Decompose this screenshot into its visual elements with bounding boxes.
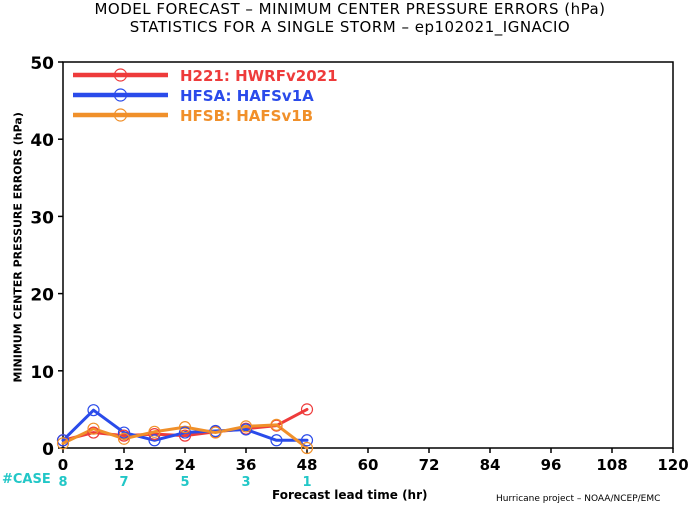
credit-text: Hurricane project – NOAA/NCEP/EMC — [496, 494, 661, 504]
case-count: 1 — [302, 475, 311, 490]
series-point-1 — [117, 429, 131, 442]
x-tick-label: 120 — [657, 456, 688, 474]
plot-frame — [62, 61, 674, 449]
x-tick-label: 60 — [358, 456, 379, 474]
y-tick-label: 20 — [30, 286, 54, 306]
case-count-label: #CASE — [2, 472, 51, 487]
series-point-3 — [117, 432, 131, 445]
y-tick-label: 30 — [30, 208, 54, 228]
series-point-1 — [300, 403, 314, 416]
series-point-3 — [239, 420, 253, 433]
x-tick-label: 72 — [419, 456, 440, 474]
legend-label-3: HFSB: HAFSv1B — [180, 107, 313, 125]
y-tick-label: 50 — [30, 54, 54, 74]
x-tick-label: 0 — [58, 456, 68, 474]
series-point-3 — [87, 422, 100, 435]
legend-marker-3 — [113, 108, 128, 122]
legend-label-1: H221: HWRFv2021 — [180, 67, 338, 85]
case-count: 7 — [119, 475, 128, 490]
y-tick-label: 10 — [30, 363, 54, 383]
y-axis-label: MINIMUM CENTER PRESSURE ERRORS (hPa) — [11, 112, 25, 383]
series-point-1 — [87, 426, 100, 439]
legend-label-2: HFSA: HAFSv1A — [180, 87, 314, 105]
x-tick-label: 108 — [596, 456, 627, 474]
y-tick-label: 40 — [30, 131, 54, 151]
series-point-3 — [300, 441, 314, 455]
series-point-3 — [148, 425, 161, 438]
chart-subtitle: STATISTICS FOR A SINGLE STORM – ep102021… — [129, 18, 571, 36]
x-tick-label: 12 — [114, 456, 135, 474]
x-axis-label: Forecast lead time (hr) — [272, 488, 428, 502]
series-point-2 — [117, 426, 131, 439]
series-point-2 — [270, 434, 283, 447]
case-count: 5 — [180, 475, 189, 490]
legend-marker-2 — [113, 88, 128, 102]
series-point-3 — [209, 426, 222, 439]
x-tick-label: 24 — [175, 456, 196, 474]
x-tick-label: 96 — [541, 456, 562, 474]
series-point-1 — [178, 429, 192, 442]
x-tick-label: 48 — [297, 456, 318, 474]
series-point-2 — [300, 434, 314, 447]
series-point-2 — [239, 423, 253, 436]
case-count: 3 — [241, 475, 250, 490]
series-point-2 — [148, 434, 161, 447]
x-tick-label: 84 — [480, 456, 501, 474]
series-point-3 — [56, 437, 70, 450]
x-tick-label: 36 — [236, 456, 257, 474]
y-tick-label: 0 — [42, 440, 54, 460]
series-point-2 — [178, 426, 192, 439]
chart-title: MODEL FORECAST – MINIMUM CENTER PRESSURE… — [94, 0, 606, 18]
series-point-3 — [270, 418, 283, 431]
series-point-2 — [56, 434, 70, 447]
series-point-2 — [87, 404, 100, 417]
series-point-3 — [178, 421, 192, 434]
legend-marker-1 — [113, 68, 128, 82]
case-count: 8 — [58, 475, 67, 490]
